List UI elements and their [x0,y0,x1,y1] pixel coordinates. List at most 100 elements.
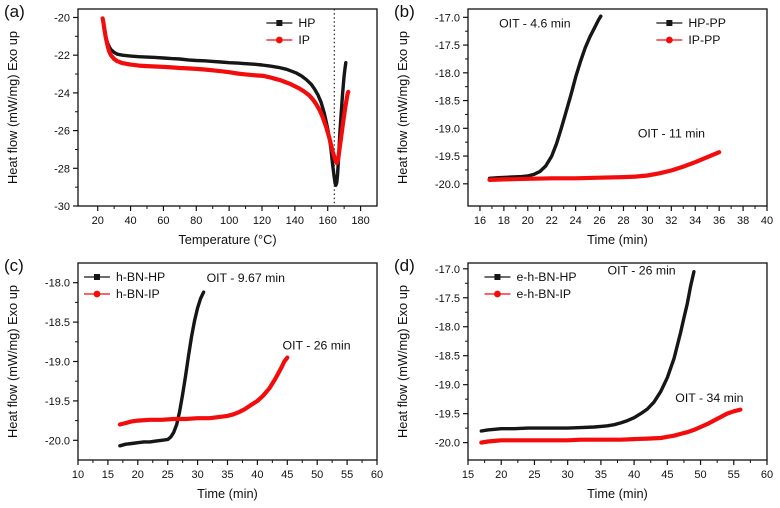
panel-b-label: (b) [394,2,415,21]
x-tick-label: 35 [595,469,607,481]
y-axis-label: Heat flow (mW/mg) Exo up [395,31,410,184]
y-tick-label: -17.0 [435,264,460,276]
series-h-BN-HP [118,290,206,448]
x-tick-label: 60 [371,469,383,481]
legend-square-marker-icon [93,274,100,280]
annotation: OIT - 4.6 min [499,16,571,30]
x-tick-label: 28 [617,215,629,227]
x-axis-label: Temperature (°C) [178,232,276,247]
y-tick-label: -18.5 [45,317,70,329]
y-tick-label: -19.5 [435,409,460,421]
y-tick-label: -19.0 [435,123,460,135]
plot-frame [77,262,378,461]
x-tick-label: 25 [162,469,174,481]
y-tick-label: -20.0 [45,435,70,447]
x-axis-label: Time (min) [587,232,648,247]
legend-square-marker-icon [276,20,283,26]
series-IP-PP [487,150,722,182]
series-e-h-BN-HP [479,270,696,433]
panel-d: (d) 15 20 25 30 35 40 45 50 55 60 -17.0 -17.5 -18.0 -… [390,254,780,508]
x-tick-label: 50 [311,469,323,481]
x-tick-label: 20 [522,215,534,227]
x-tick-label: 26 [593,215,605,227]
legend-label: h-BN-HP [116,270,165,284]
panel-c: (c) 10 15 20 25 30 35 40 45 50 55 60 -18.0 -18.5 -19.… [0,254,390,508]
legend-square-marker-icon [666,20,673,26]
x-tick-label: 20 [92,215,104,227]
y-tick-label: -17.5 [435,40,460,52]
x-tick-label: 30 [641,215,653,227]
x-tick-label: 40 [251,469,263,481]
x-tick-label: 30 [562,469,574,481]
x-tick-label: 55 [728,469,740,481]
legend-square-marker-icon [494,274,501,280]
x-tick-label: 36 [713,215,725,227]
annotation: OIT - 9.67 min [207,271,286,285]
x-tick-label: 160 [319,215,337,227]
series-HP-PP [487,14,603,181]
x-tick-label: 32 [665,215,677,227]
panel-a: (a) 20 40 60 80 100 120 140 160 180 -20 -22 -24 -26 -… [0,0,390,254]
x-tick-label: 35 [221,469,233,481]
x-tick-label: 18 [498,215,510,227]
legend-circle-marker-icon [494,290,501,298]
x-axis-label: Time (min) [197,486,258,501]
x-tick-label: 60 [761,469,773,481]
y-tick-label: -18.0 [45,278,70,290]
y-tick-label: -26 [54,126,70,138]
x-tick-label: 30 [191,469,203,481]
x-axis-label: Time (min) [587,486,648,501]
y-tick-label: -30 [54,201,70,213]
chart-d-group: 15 20 25 30 35 40 45 50 55 60 -17.0 -17.5 -18.0 -18.5… [395,262,773,501]
x-tick-label: 10 [72,469,84,481]
y-tick-label: -19.5 [45,396,70,408]
panel-b-chart: 16 18 20 22 24 26 28 30 32 34 36 38 40 -17.0 -17.5 -18.… [395,8,773,247]
x-tick-label: 55 [341,469,353,481]
x-tick-label: 15 [462,469,474,481]
y-tick-label: -19.0 [435,380,460,392]
annotation: OIT - 26 min [283,339,351,353]
legend-circle-marker-icon [665,36,673,44]
series-IP [100,16,351,166]
panel-a-chart: 20 40 60 80 100 120 140 160 180 -20 -22 -24 -26 -28 -3… [5,8,378,247]
y-tick-label: -20 [54,12,70,24]
x-tick-label: 60 [157,215,169,227]
legend-label: e-h-BN-HP [516,270,576,284]
x-tick-label: 120 [253,215,271,227]
panel-d-label: (d) [394,256,415,275]
y-tick-label: -18.0 [435,68,460,80]
y-tick-label: -17.5 [435,293,460,305]
y-tick-label: -22 [54,50,70,62]
y-tick-label: -18.5 [435,351,460,363]
plot-frame [77,8,378,207]
panel-c-label: (c) [4,256,24,275]
x-tick-label: 40 [628,469,640,481]
y-axis-label: Heat flow (mW/mg) Exo up [5,31,20,184]
x-tick-label: 34 [689,215,701,227]
y-tick-label: -28 [54,163,70,175]
y-tick-label: -17.0 [435,12,460,24]
panel-c-chart: 10 15 20 25 30 35 40 45 50 55 60 -18.0 -18.5 -19.0 -19… [5,262,383,501]
y-tick-label: -18.5 [435,96,460,108]
x-tick-label: 140 [286,215,304,227]
x-tick-label: 15 [102,469,114,481]
x-tick-label: 40 [761,215,773,227]
series-h-BN-IP [117,355,290,427]
legend-label: HP-PP [688,16,726,30]
x-tick-label: 50 [694,469,706,481]
annotation: OIT - 26 min [608,264,676,278]
panel-d-chart: 15 20 25 30 35 40 45 50 55 60 -17.0 -17.5 -18.0 -18.5… [395,262,773,501]
chart-b-group: 16 18 20 22 24 26 28 30 32 34 36 38 40 -17.0 -17.5 -18.… [395,8,773,247]
legend-label: IP-PP [688,33,720,47]
y-tick-label: -19.5 [435,151,460,163]
x-tick-label: 22 [546,215,558,227]
annotation: OIT - 11 min [638,127,705,141]
y-tick-label: -19.0 [45,357,70,369]
x-tick-label: 80 [190,215,202,227]
x-tick-label: 45 [281,469,293,481]
y-axis-label: Heat flow (mW/mg) Exo up [395,285,410,438]
chart-c-group: 10 15 20 25 30 35 40 45 50 55 60 -18.0 -18.5 -19.0 -19… [5,262,383,501]
x-tick-label: 24 [570,215,582,227]
panel-b: (b) 16 18 20 22 24 26 28 30 32 34 36 38 40 -17.0 -17.5… [390,0,780,254]
